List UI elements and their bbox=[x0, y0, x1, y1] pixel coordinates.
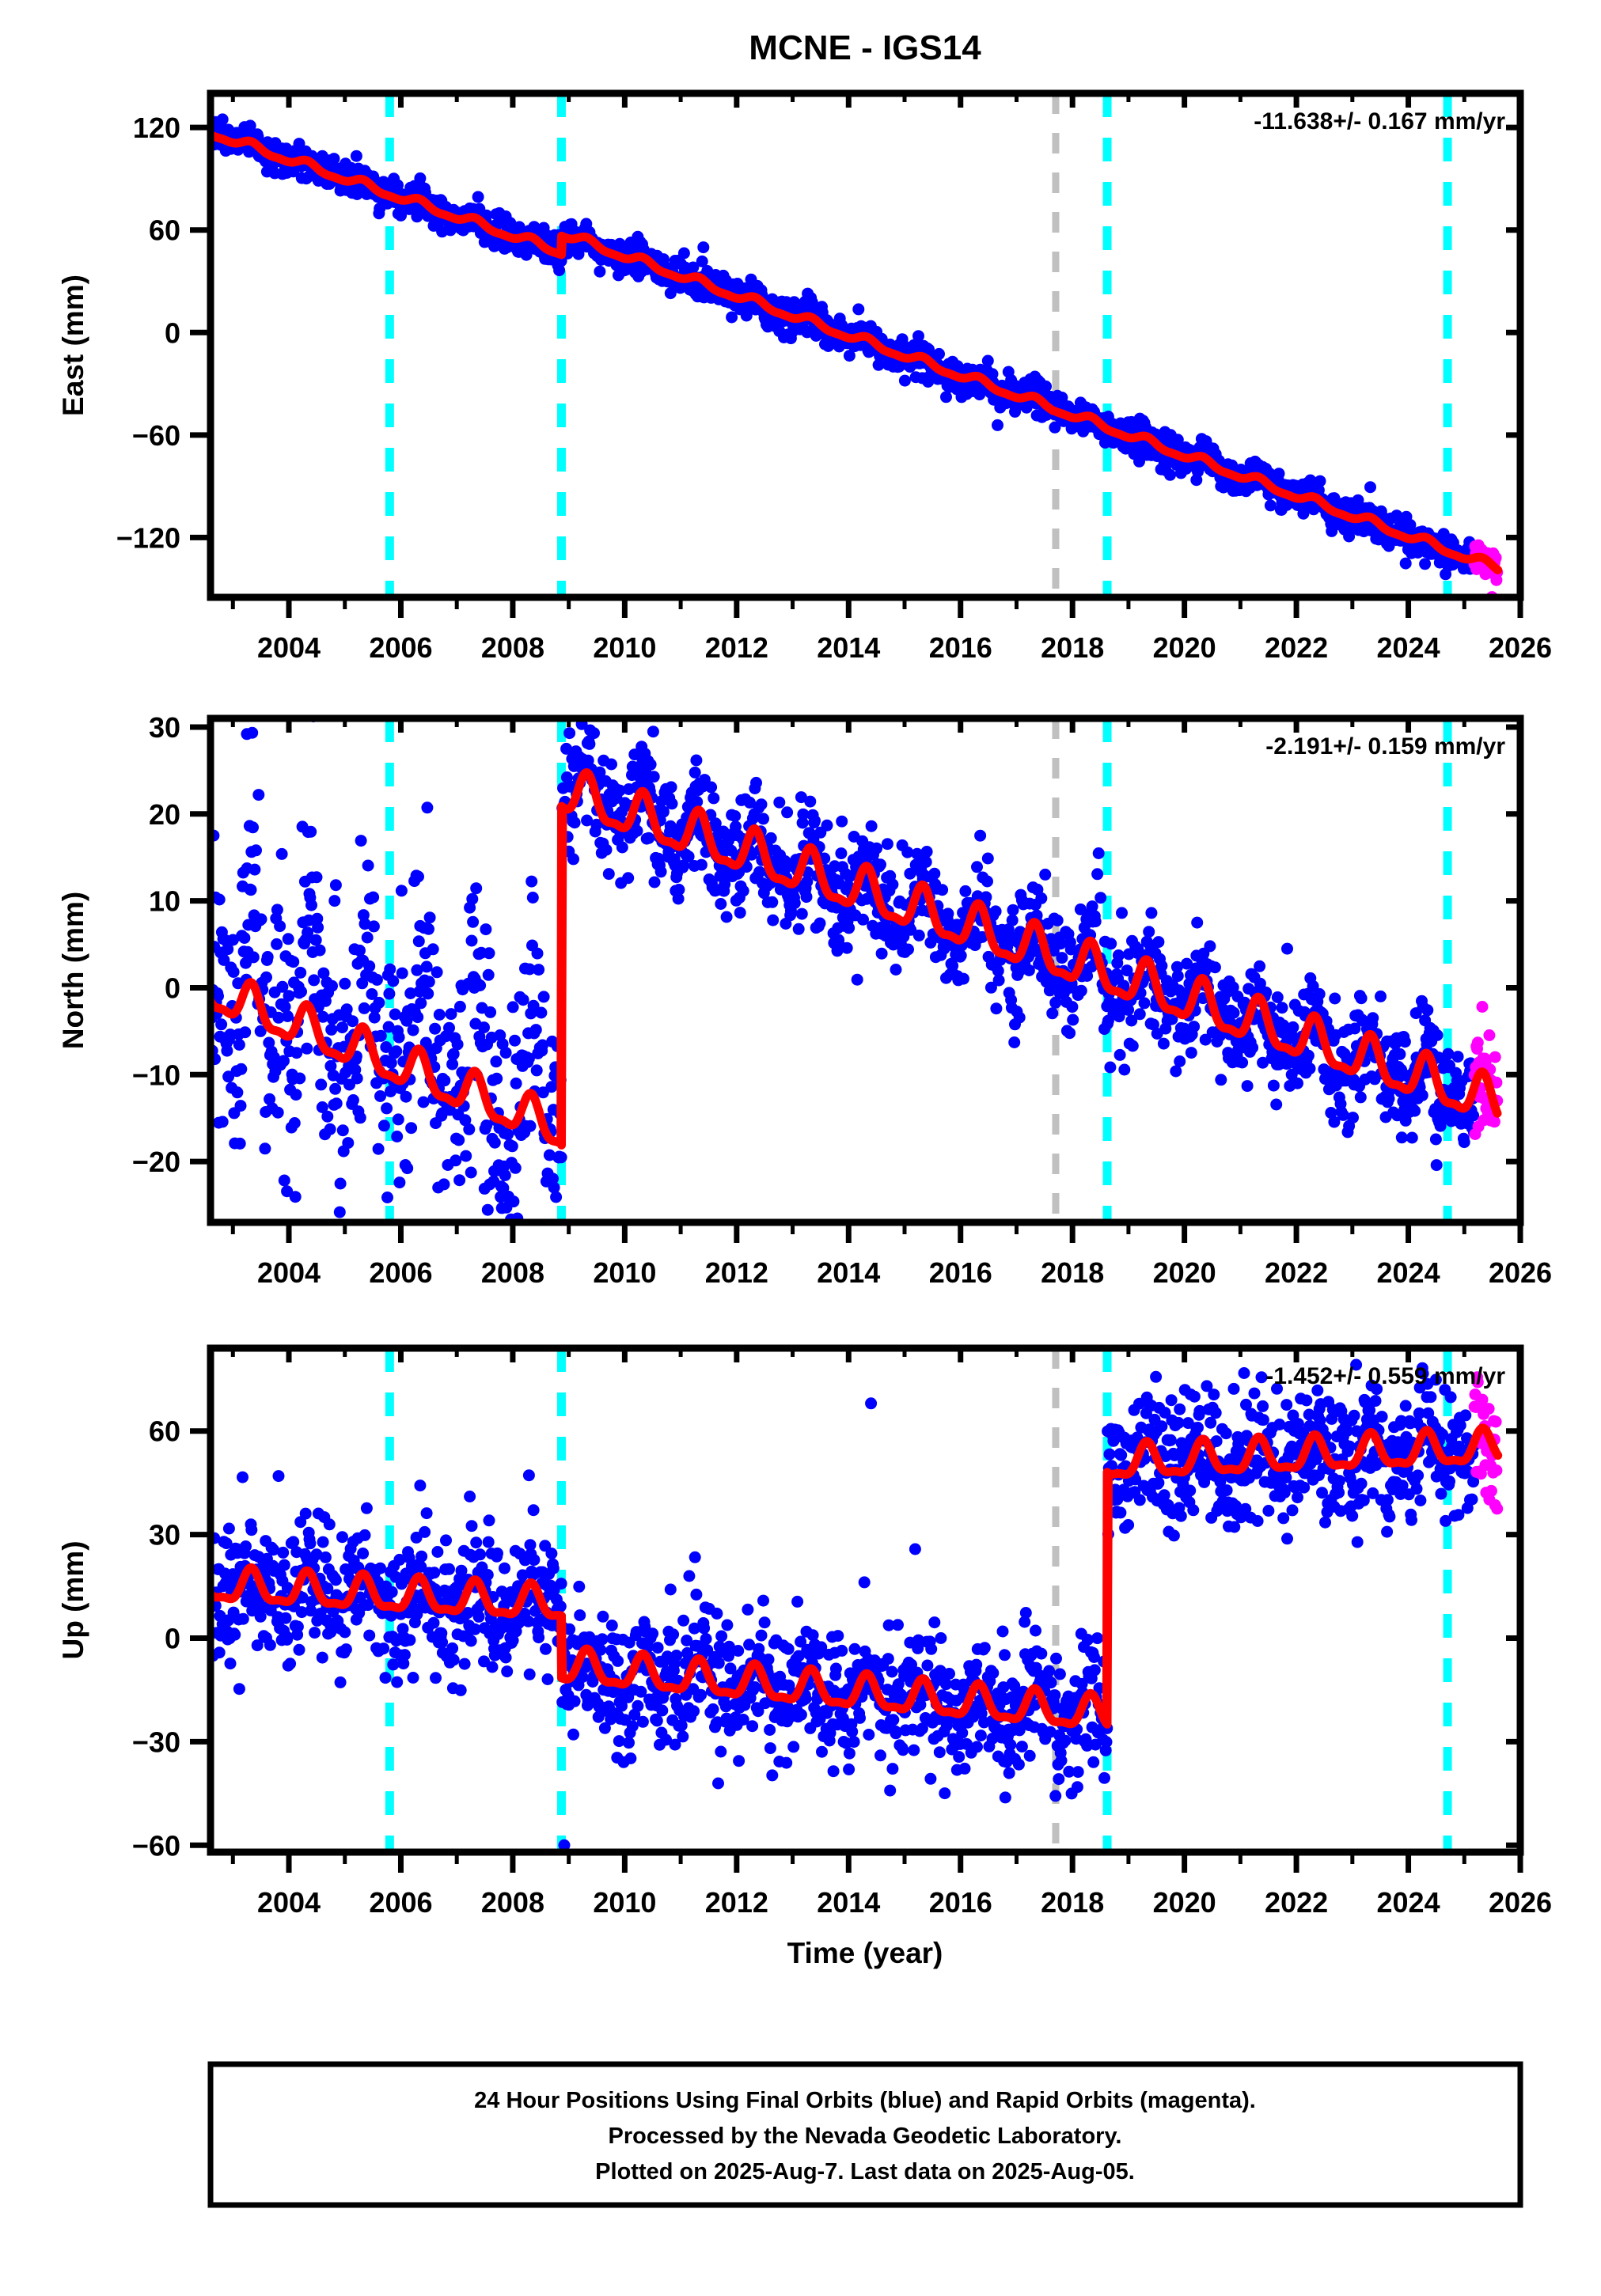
model-fit-line bbox=[211, 768, 1502, 1150]
x-tick-label: 2010 bbox=[593, 1256, 656, 1289]
y-tick-label: −10 bbox=[132, 1059, 180, 1091]
x-tick-label: 2020 bbox=[1153, 631, 1216, 664]
x-tick-label: 2010 bbox=[593, 1886, 656, 1919]
caption-line-3: Plotted on 2025-Aug-7. Last data on 2025… bbox=[595, 2159, 1135, 2184]
x-tick-label: 2006 bbox=[369, 631, 432, 664]
x-tick-label: 2014 bbox=[817, 1886, 880, 1919]
y-tick-label: −30 bbox=[132, 1726, 180, 1758]
x-tick-label: 2012 bbox=[705, 1256, 768, 1289]
data-point-outlier bbox=[558, 1839, 571, 1851]
y-tick-label: 10 bbox=[149, 885, 180, 918]
y-tick-label: −60 bbox=[132, 419, 180, 452]
x-tick-label: 2008 bbox=[481, 1886, 544, 1919]
rate-annotation-up: -1.452+/- 0.559 mm/yr bbox=[1265, 1363, 1505, 1389]
x-tick-label: 2022 bbox=[1265, 1886, 1328, 1919]
x-tick-label: 2018 bbox=[1041, 1886, 1104, 1919]
y-axis-label-east: East (mm) bbox=[57, 275, 89, 416]
x-tick-label: 2026 bbox=[1489, 1886, 1552, 1919]
x-tick-label: 2010 bbox=[593, 631, 656, 664]
y-tick-label: −60 bbox=[132, 1829, 180, 1862]
panel-up: 2004 2006 2008 2010 2012 2014 2016 2018 2020 2022… bbox=[57, 1344, 1552, 1919]
panel-east: 2004 2006 2008 2010 2012 2014 2016 2018 2020 2022… bbox=[57, 89, 1552, 664]
panel-up-data-area bbox=[211, 1348, 1504, 1852]
x-tick-label: 2006 bbox=[369, 1886, 432, 1919]
x-tick-label: 2006 bbox=[369, 1256, 432, 1289]
panel-north-frame bbox=[207, 714, 1524, 1226]
x-tick-label: 2026 bbox=[1489, 1256, 1552, 1289]
x-tick-label: 2016 bbox=[929, 631, 992, 664]
panel-east-frame bbox=[207, 89, 1524, 601]
y-axis-label-north: North (mm) bbox=[57, 892, 89, 1049]
x-tick-label: 2014 bbox=[817, 1256, 880, 1289]
panel-east-data-area bbox=[211, 93, 1504, 597]
y-tick-label: 0 bbox=[165, 972, 180, 1004]
x-tick-label: 2016 bbox=[929, 1256, 992, 1289]
y-tick-label: −20 bbox=[132, 1146, 180, 1178]
x-tick-label: 2018 bbox=[1041, 631, 1104, 664]
y-tick-label: 30 bbox=[149, 1519, 180, 1552]
y-tick-label: 60 bbox=[149, 1415, 180, 1448]
y-tick-label: 60 bbox=[149, 214, 180, 247]
y-tick-label: −120 bbox=[116, 521, 180, 554]
caption-line-2: Processed by the Nevada Geodetic Laborat… bbox=[609, 2124, 1122, 2149]
x-tick-label: 2022 bbox=[1265, 1256, 1328, 1289]
caption-box-border bbox=[207, 2061, 1523, 2208]
y-tick-label: 0 bbox=[165, 316, 180, 349]
x-tick-label: 2004 bbox=[257, 631, 321, 664]
y-axis-label-up: Up (mm) bbox=[57, 1540, 89, 1659]
caption-line-1: 24 Hour Positions Using Final Orbits (bl… bbox=[474, 2088, 1256, 2113]
y-tick-label: 120 bbox=[133, 112, 180, 144]
model-fit-line bbox=[211, 130, 1503, 574]
x-tick-label: 2020 bbox=[1153, 1886, 1216, 1919]
panel-north: 2004 2006 2008 2010 2012 2014 2016 2018 2020 2022… bbox=[57, 711, 1552, 1289]
x-tick-label: 2024 bbox=[1377, 631, 1440, 664]
rate-annotation-north: -2.191+/- 0.159 mm/yr bbox=[1265, 733, 1505, 760]
rate-annotation-east: -11.638+/- 0.167 mm/yr bbox=[1254, 108, 1505, 135]
x-tick-label: 2014 bbox=[817, 631, 880, 664]
data-points-rapid-orbits bbox=[1468, 1371, 1504, 1515]
data-points-final-orbits bbox=[211, 113, 1480, 581]
x-tick-label: 2008 bbox=[481, 1256, 544, 1289]
x-tick-label: 2022 bbox=[1265, 631, 1328, 664]
panel-north-data-area bbox=[211, 718, 1504, 1222]
x-tick-label: 2026 bbox=[1489, 631, 1552, 664]
x-tick-label: 2020 bbox=[1153, 1256, 1216, 1289]
x-tick-label: 2004 bbox=[257, 1886, 321, 1919]
x-tick-label: 2016 bbox=[929, 1886, 992, 1919]
data-points-final-orbits bbox=[211, 718, 1480, 1222]
x-tick-label: 2024 bbox=[1377, 1256, 1440, 1289]
x-tick-label: 2018 bbox=[1041, 1256, 1104, 1289]
x-tick-label: 2004 bbox=[257, 1256, 321, 1289]
caption-box: 24 Hour Positions Using Final Orbits (bl… bbox=[207, 2061, 1523, 2208]
data-point-outlier bbox=[865, 1397, 878, 1410]
y-tick-label: 30 bbox=[149, 711, 180, 744]
x-tick-label: 2012 bbox=[705, 1886, 768, 1919]
y-tick-label: 0 bbox=[165, 1622, 180, 1654]
y-tick-label: 20 bbox=[149, 798, 180, 831]
x-axis-label: Time (year) bbox=[787, 1937, 943, 1969]
panel-up-frame bbox=[207, 1344, 1524, 1856]
model-fit-line bbox=[211, 1423, 1503, 1729]
x-tick-label: 2024 bbox=[1377, 1886, 1440, 1919]
x-tick-label: 2012 bbox=[705, 631, 768, 664]
x-tick-label: 2008 bbox=[481, 631, 544, 664]
data-point-outlier bbox=[241, 728, 253, 741]
page-title: MCNE - IGS14 bbox=[749, 28, 981, 67]
